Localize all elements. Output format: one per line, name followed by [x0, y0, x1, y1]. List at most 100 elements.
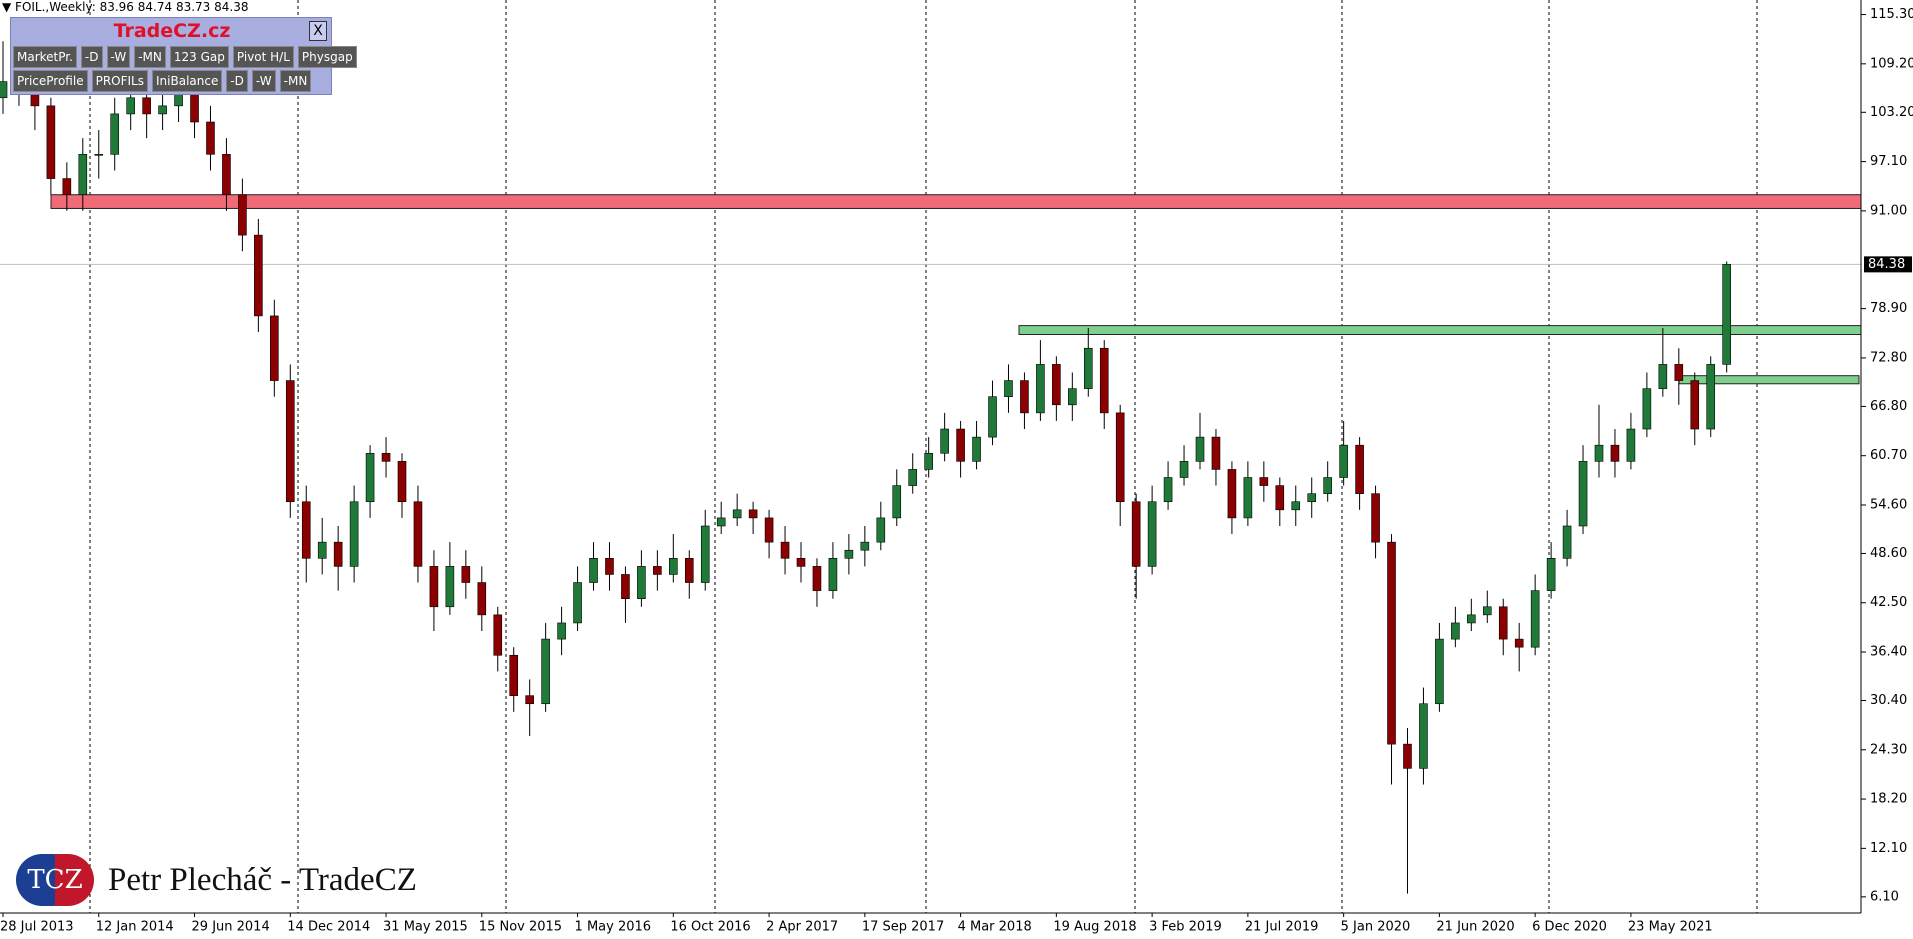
candle-body [748, 509, 758, 519]
candle-body [1036, 364, 1045, 414]
candle-body [653, 566, 662, 575]
y-tick-label: 91.00 [1870, 203, 1907, 218]
candle-body [413, 501, 423, 567]
candle-body [1690, 380, 1700, 430]
candle-body [796, 558, 806, 567]
candle-body [1004, 380, 1013, 398]
y-tick-label: 12.10 [1870, 841, 1907, 856]
candle-body [860, 541, 870, 551]
panel-button[interactable]: IniBalance [152, 70, 223, 92]
x-tick-label: 12 Jan 2014 [96, 920, 174, 935]
candle-body [94, 154, 104, 156]
x-tick-label: 31 May 2015 [383, 920, 468, 935]
candle-body [477, 582, 487, 616]
y-tick-label: 115.30 [1870, 7, 1913, 22]
candle-body [1147, 501, 1157, 567]
candle-body [1068, 388, 1077, 406]
candle-body [126, 97, 135, 115]
button-row: MarketPr. -D -W -MN 123 Gap Pivot H/L Physgap [13, 46, 357, 68]
price-label: 84.38 [1868, 257, 1905, 272]
panel-button[interactable]: -D [80, 46, 103, 68]
candle-body [940, 428, 949, 454]
close: 84.38 [214, 0, 249, 14]
watermark: TCZ Petr Plecháč - TradeCZ [16, 854, 417, 906]
candle-body [445, 566, 455, 608]
candle-body [1020, 380, 1029, 414]
x-tick-label: 21 Jul 2019 [1245, 920, 1319, 935]
candle-body [1706, 364, 1716, 430]
candle-body [732, 509, 742, 519]
x-tick-label: 4 Mar 2018 [958, 920, 1032, 935]
y-tick-label: 109.20 [1870, 56, 1913, 71]
candle-body [1530, 590, 1540, 648]
candle-body [1626, 428, 1636, 462]
y-tick-label: 18.20 [1870, 792, 1907, 807]
candle-body [684, 558, 694, 583]
panel-title: TradeCZ.cz [113, 20, 231, 42]
candle-body [285, 380, 295, 503]
candle-body [1339, 444, 1348, 478]
candle-body [1227, 469, 1237, 519]
candle-body [876, 517, 886, 543]
y-tick-label: 103.20 [1870, 105, 1913, 120]
x-tick-label: 1 May 2016 [575, 920, 652, 935]
panel-button[interactable]: 123 Gap [169, 46, 229, 68]
candle-body [238, 194, 247, 236]
candle-body [924, 452, 933, 470]
candle-body [669, 558, 678, 575]
zone [50, 194, 1862, 209]
y-tick-label: 6.10 [1870, 889, 1899, 904]
y-tick-label: 60.70 [1870, 448, 1907, 463]
panel-button[interactable]: Physgap [297, 46, 357, 68]
x-tick-label: 15 Nov 2015 [479, 920, 562, 935]
candle-body [700, 525, 710, 583]
x-tick-label: 3 Feb 2019 [1149, 920, 1222, 935]
candle-body [1083, 347, 1093, 389]
panel-button[interactable]: -MN [279, 70, 312, 92]
candle-body [1163, 477, 1173, 503]
panel-button[interactable]: PriceProfile [13, 70, 88, 92]
candle-body [1435, 638, 1444, 705]
logo: TCZ [16, 854, 94, 906]
x-tick-label: 6 Dec 2020 [1532, 920, 1607, 935]
candle-body [270, 315, 279, 381]
candle-body [1546, 558, 1556, 591]
price-label-box [1864, 256, 1912, 273]
candle-body [1099, 347, 1109, 414]
x-tick-label: 16 Oct 2016 [670, 920, 750, 935]
candle-body [333, 541, 343, 567]
button-row: PriceProfile PROFILs IniBalance -D -W -MN [13, 70, 312, 92]
candle-body [812, 566, 822, 591]
indicator-panel: TradeCZ.cz X MarketPr. -D -W -MN 123 Gap Pivo… [10, 17, 357, 95]
y-tick-label: 54.60 [1870, 497, 1907, 512]
candle-body [1578, 461, 1588, 527]
candle-body [222, 154, 231, 196]
panel-button[interactable]: -MN [134, 46, 166, 68]
candle-body [509, 654, 519, 696]
candle-body [637, 566, 646, 600]
panel-button[interactable]: -D [226, 70, 248, 92]
candle-body [573, 582, 582, 624]
candle-body [0, 81, 8, 99]
candle-body [1498, 606, 1508, 640]
y-tick-label: 78.90 [1870, 301, 1907, 316]
candle-body [110, 113, 120, 155]
close-button[interactable]: X [309, 21, 327, 41]
low: 83.73 [175, 0, 211, 14]
candle-body [1482, 606, 1492, 616]
zone [1678, 375, 1860, 385]
x-tick-label: 17 Sep 2017 [862, 920, 944, 935]
candle-body [206, 121, 215, 155]
candle-body [301, 501, 311, 559]
panel-button[interactable]: Pivot H/L [232, 46, 294, 68]
panel-button[interactable]: -W [251, 70, 276, 92]
panel-button[interactable]: MarketPr. [13, 46, 77, 68]
x-tick-label: 2 Apr 2017 [766, 920, 838, 935]
x-tick-label: 19 Aug 2018 [1053, 920, 1136, 935]
y-tick-label: 30.40 [1870, 693, 1907, 708]
candle-body [605, 558, 614, 575]
candle-body [1722, 264, 1731, 365]
panel-button[interactable]: PROFILs [91, 70, 148, 92]
candle-body [381, 452, 391, 462]
panel-button[interactable]: -W [106, 46, 131, 68]
